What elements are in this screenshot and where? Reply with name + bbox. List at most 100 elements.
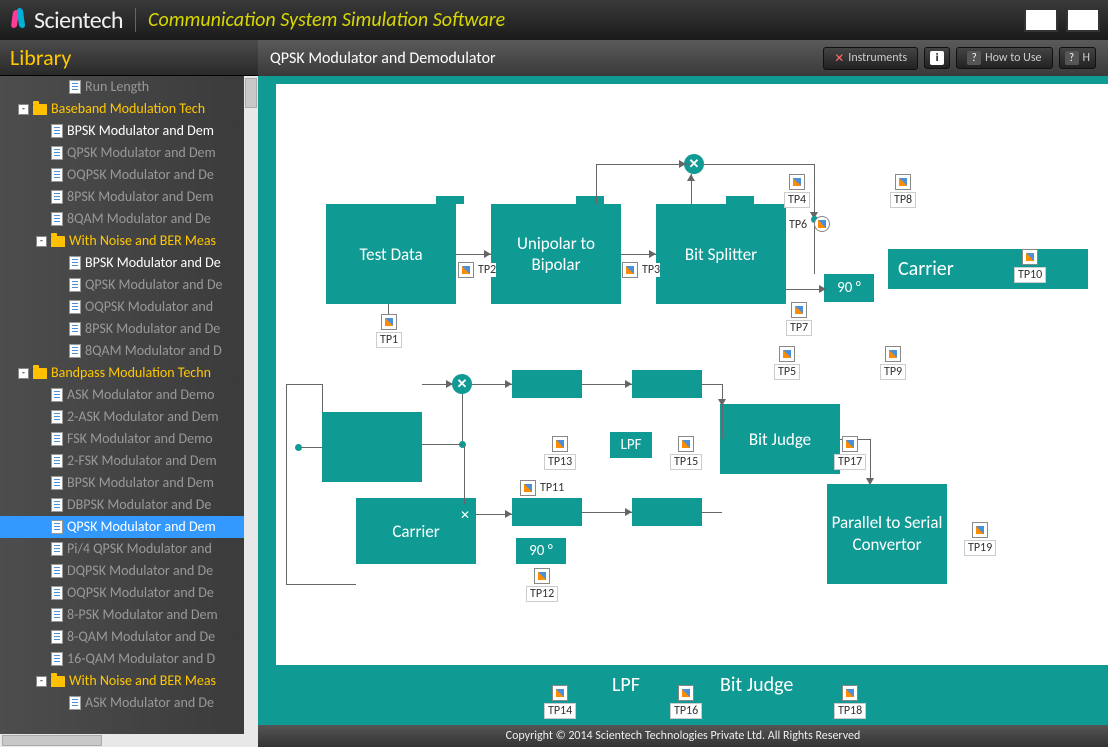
tp11[interactable]: TP11 — [520, 480, 564, 496]
tree-item[interactable]: -Baseband Modulation Tech — [0, 98, 244, 120]
document-icon — [51, 168, 63, 182]
block-input[interactable] — [322, 412, 422, 482]
block-90deg-1[interactable]: 90 ° — [824, 274, 874, 302]
tp2[interactable]: TP2 — [458, 262, 496, 278]
block-90deg-2[interactable]: 90 ° — [516, 538, 566, 564]
tp5[interactable]: TP5 — [774, 346, 800, 380]
tree-item[interactable]: 2-FSK Modulator and Dem — [0, 450, 244, 472]
close-button[interactable]: X — [1066, 8, 1100, 32]
tree-item[interactable]: BPSK Modulator and Dem — [0, 120, 244, 142]
tree-item-label: Bandpass Modulation Techn — [51, 362, 211, 384]
multiplier-mid1-icon[interactable]: ✕ — [452, 374, 472, 394]
tree-item[interactable]: ASK Modulator and Demo — [0, 384, 244, 406]
tp4[interactable]: TP4 — [784, 174, 810, 208]
info-button[interactable]: i — [924, 47, 950, 69]
tree-item[interactable]: 8QAM Modulator and D — [0, 340, 244, 362]
document-icon — [51, 410, 63, 424]
tree-item[interactable]: -Bandpass Modulation Techn — [0, 362, 244, 384]
tree-item[interactable]: QPSK Modulator and Dem — [0, 516, 244, 538]
help-button[interactable]: ?H — [1059, 47, 1096, 69]
block-small3[interactable] — [512, 498, 582, 526]
tree-hscroll[interactable] — [0, 734, 258, 747]
tree-item[interactable]: -With Noise and BER Meas — [0, 230, 244, 252]
brand-text: Scientech — [34, 6, 123, 35]
tree-item[interactable]: 8PSK Modulator and De — [0, 318, 244, 340]
document-icon — [69, 256, 81, 270]
tree-item-label: With Noise and BER Meas — [69, 670, 216, 692]
tree-item[interactable]: -With Noise and BER Meas — [0, 670, 244, 692]
tp1[interactable]: TP1 — [376, 314, 402, 348]
howto-button[interactable]: ?How to Use — [956, 47, 1052, 69]
block-bit-splitter[interactable]: Bit Splitter — [656, 204, 786, 304]
multiplier-bot-icon[interactable]: ✕ — [454, 504, 476, 526]
block-test-data[interactable]: Test Data — [326, 204, 456, 304]
block-carrier-top[interactable]: Carrier — [888, 249, 1088, 289]
tp12[interactable]: TP12 — [526, 568, 558, 602]
document-icon — [51, 476, 63, 490]
tp15[interactable]: TP15 — [670, 436, 702, 470]
tree-item[interactable]: DQPSK Modulator and De — [0, 560, 244, 582]
tp16[interactable]: TP16 — [670, 685, 702, 719]
tp18[interactable]: TP18 — [834, 685, 866, 719]
document-icon — [51, 498, 63, 512]
block-small4[interactable] — [632, 498, 702, 526]
tree-item-label: DQPSK Modulator and De — [67, 560, 213, 582]
diagram-canvas[interactable]: Test Data Unipolar to Bipolar Bit Splitt… — [258, 76, 1108, 725]
tree-item[interactable]: QPSK Modulator and De — [0, 274, 244, 296]
tp10[interactable]: TP10 — [1014, 249, 1046, 283]
document-icon — [69, 322, 81, 336]
tree-item-label: With Noise and BER Meas — [69, 230, 216, 252]
diagram-area: Test Data Unipolar to Bipolar Bit Splitt… — [276, 84, 1108, 665]
tp14[interactable]: TP14 — [544, 685, 576, 719]
tree-item[interactable]: 8-PSK Modulator and Dem — [0, 604, 244, 626]
tree-vscroll[interactable] — [244, 76, 258, 734]
tp7[interactable]: TP7 — [786, 302, 812, 336]
block-bit-judge-1[interactable]: Bit Judge — [720, 404, 840, 474]
tree-item[interactable]: Run Length — [0, 76, 244, 98]
tp9[interactable]: TP9 — [880, 346, 906, 380]
library-header: Library — [0, 40, 258, 76]
tp19[interactable]: TP19 — [964, 522, 996, 556]
document-icon — [51, 124, 63, 138]
tree-item[interactable]: OQPSK Modulator and De — [0, 582, 244, 604]
tree-item[interactable]: DBPSK Modulator and De — [0, 494, 244, 516]
block-lpf-1[interactable]: LPF — [610, 432, 652, 458]
tree-item-label: QPSK Modulator and Dem — [67, 142, 216, 164]
app-logo: Scientech — [8, 6, 123, 35]
tree-item-label: BPSK Modulator and Dem — [67, 120, 214, 142]
tree-item[interactable]: FSK Modulator and Demo — [0, 428, 244, 450]
instruments-button[interactable]: ✕Instruments — [823, 47, 918, 70]
tp13[interactable]: TP13 — [544, 436, 576, 470]
tree-item[interactable]: OQPSK Modulator and — [0, 296, 244, 318]
tree-item-label: 16-QAM Modulator and D — [67, 648, 215, 670]
tree-item[interactable]: Pi/4 QPSK Modulator and — [0, 538, 244, 560]
tree-item-label: 8PSK Modulator and De — [85, 318, 220, 340]
tree-item[interactable]: 16-QAM Modulator and D — [0, 648, 244, 670]
tree-item[interactable]: BPSK Modulator and Dem — [0, 472, 244, 494]
tree-item[interactable]: OQPSK Modulator and De — [0, 164, 244, 186]
document-icon — [69, 300, 81, 314]
tree-item[interactable]: 8QAM Modulator and De — [0, 208, 244, 230]
block-p2s[interactable]: Parallel to Serial Convertor — [827, 484, 947, 584]
tree-item[interactable]: 8-QAM Modulator and De — [0, 626, 244, 648]
tree-item-label: QPSK Modulator and Dem — [67, 516, 216, 538]
tp6[interactable]: TP6 — [786, 216, 830, 234]
logo-icon — [8, 8, 28, 32]
tree-item-label: OQPSK Modulator and — [85, 296, 213, 318]
tree-item[interactable]: 8PSK Modulator and Dem — [0, 186, 244, 208]
tree-item[interactable]: 2-ASK Modulator and Dem — [0, 406, 244, 428]
tree-item[interactable]: ASK Modulator and De — [0, 692, 244, 714]
block-unipolar-bipolar[interactable]: Unipolar to Bipolar — [491, 204, 621, 304]
tp3[interactable]: TP3 — [622, 262, 660, 278]
tree-item-label: 8-QAM Modulator and De — [67, 626, 215, 648]
bitjudge2-label: Bit Judge — [720, 673, 793, 697]
tp17[interactable]: TP17 — [834, 436, 866, 470]
tree-item[interactable]: QPSK Modulator and Dem — [0, 142, 244, 164]
minimize-button[interactable]: - — [1024, 8, 1058, 32]
tree-item-label: 8-PSK Modulator and Dem — [67, 604, 218, 626]
tree-item[interactable]: BPSK Modulator and De — [0, 252, 244, 274]
tp8[interactable]: TP8 — [890, 174, 916, 208]
block-small2[interactable] — [632, 370, 702, 398]
block-small1[interactable] — [512, 370, 582, 398]
document-icon — [51, 146, 63, 160]
